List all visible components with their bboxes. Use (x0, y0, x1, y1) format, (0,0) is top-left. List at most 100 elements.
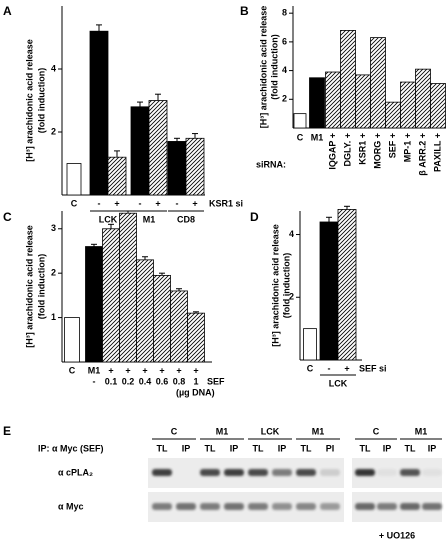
y-tick-label: 4 (289, 229, 294, 239)
lane-label: TL (157, 443, 168, 453)
blot-band (296, 469, 316, 476)
panel-label: B (240, 4, 249, 18)
x-tick-label: IQGAP + (327, 133, 337, 170)
group-label: LCK (261, 426, 280, 436)
x-tick-label: + (142, 365, 147, 375)
group-label: CD8 (177, 214, 195, 224)
panel-label: A (3, 4, 12, 18)
row-label: siRNA: (256, 159, 286, 169)
bar (370, 37, 386, 129)
blot-band (152, 469, 172, 476)
x-tick-label: MP-1 + (402, 133, 412, 162)
blot-band (355, 469, 375, 476)
y-tick-label: 1 (51, 312, 56, 322)
x-tick-label: DGLY. + (342, 133, 352, 166)
panel-label: E (3, 424, 11, 438)
blot-band (248, 503, 268, 510)
x-tick-label: + (125, 365, 130, 375)
row-label: α cPLA₂ (58, 467, 93, 477)
bar (309, 77, 325, 129)
x-tick-label: 1 (193, 376, 198, 386)
bar (415, 68, 431, 129)
blot-band (152, 503, 172, 510)
x-tick-label: 0.1 (105, 376, 118, 386)
x-tick-label: + (192, 198, 197, 208)
x-tick-label: C (71, 198, 78, 208)
panel-label: D (250, 210, 259, 224)
y-axis-label: (fold induction) (36, 68, 46, 133)
bar (85, 246, 103, 363)
lane-label: IP (230, 443, 239, 453)
x-tick-label: M1 (88, 365, 101, 375)
lane-label: IP (182, 443, 191, 453)
group-label: LCK (99, 214, 118, 224)
bar (148, 100, 168, 196)
x-tick-label: 0.6 (156, 376, 169, 386)
y-tick-label: 2 (282, 94, 287, 104)
x-tick-label: β ARR.2 + (417, 133, 427, 176)
x-tick-label: C (307, 363, 314, 373)
blot-band (422, 503, 442, 510)
row-label: α Myc (58, 501, 84, 511)
y-tick-label: 6 (282, 36, 287, 46)
blot-band (400, 503, 420, 510)
bar (337, 209, 357, 361)
x-tick-label: C (69, 365, 76, 375)
blot-band (400, 469, 420, 476)
group-label: M1 (415, 426, 428, 436)
bar (170, 290, 188, 363)
y-tick-label: 3 (51, 223, 56, 233)
row-label: SEF si (359, 363, 387, 373)
bar (66, 163, 82, 196)
x-tick-label: 0.4 (139, 376, 152, 386)
blot-band (377, 469, 397, 476)
x-tick-label: - (139, 198, 142, 208)
bar (319, 221, 339, 361)
bar (130, 106, 150, 196)
bar (430, 83, 446, 129)
y-tick-label: 4 (282, 65, 287, 75)
x-tick-label: + (108, 365, 113, 375)
lane-label: TL (253, 443, 264, 453)
group-label: C (373, 426, 380, 436)
panel-label: C (3, 210, 12, 224)
row-label: SEF (207, 376, 225, 386)
blot-band (200, 503, 220, 510)
y-tick-label: 4 (51, 63, 56, 73)
blot-band (200, 469, 220, 476)
x-tick-label: + (114, 198, 119, 208)
x-tick-label: + (176, 365, 181, 375)
bar (107, 156, 127, 196)
lane-label: TL (205, 443, 216, 453)
y-axis-label: (fold induction) (281, 253, 291, 318)
x-tick-label: + (344, 363, 349, 373)
x-tick-label: SEF + (387, 133, 397, 158)
bar (385, 101, 401, 129)
y-axis-label: [H³] arachidonic acid release (270, 224, 280, 347)
x-tick-label: 0.8 (173, 376, 186, 386)
bar (119, 212, 137, 363)
y-tick-label: 2 (51, 268, 56, 278)
y-tick-label: 2 (51, 126, 56, 136)
lane-label: TL (405, 443, 416, 453)
bar (187, 312, 205, 363)
group-label: M1 (312, 426, 325, 436)
x-tick-label: - (98, 198, 101, 208)
blot-band (377, 503, 397, 510)
x-tick-label: + (193, 365, 198, 375)
y-axis-label: (fold induction) (36, 254, 46, 319)
bar (153, 274, 171, 363)
blot-band (224, 503, 244, 510)
blot-band (224, 469, 244, 476)
bar (303, 328, 317, 361)
y-axis-label: [H³] arachidonic acid release (24, 39, 34, 162)
y-axis-label: [H³] arachidonic acid release (258, 6, 268, 129)
blot-band (272, 503, 292, 510)
x-tick-label: - (176, 198, 179, 208)
x-tick-label: - (93, 376, 96, 386)
bar (167, 141, 187, 196)
bar (102, 228, 120, 363)
ip-label: IP: α Myc (SEF) (38, 443, 104, 453)
group-label: LCK (329, 378, 348, 388)
